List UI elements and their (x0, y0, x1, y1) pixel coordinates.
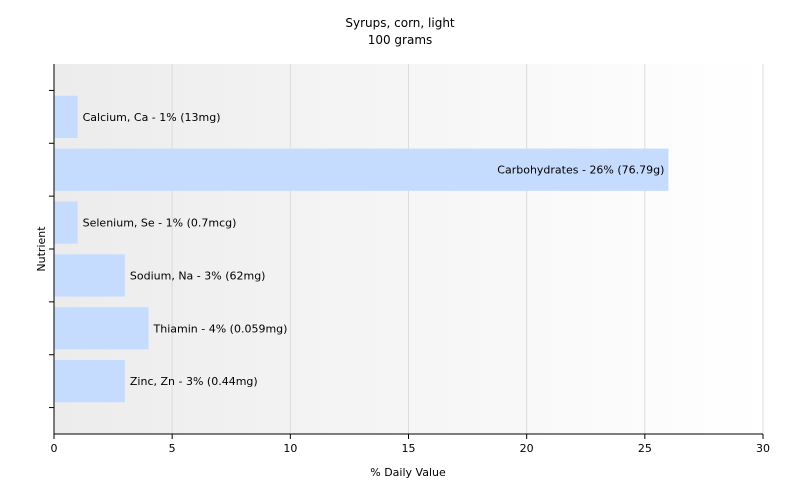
x-tick-label: 20 (520, 442, 534, 455)
chart-title: Syrups, corn, light (345, 16, 455, 30)
bar (54, 254, 125, 297)
bar-label: Zinc, Zn - 3% (0.44mg) (130, 375, 258, 388)
bar (54, 307, 149, 350)
bar-label: Sodium, Na - 3% (62mg) (130, 269, 266, 282)
y-axis-label: Nutrient (35, 226, 48, 272)
bar-label: Calcium, Ca - 1% (13mg) (83, 111, 221, 124)
bars: Calcium, Ca - 1% (13mg) Carbohydrates - 2… (54, 95, 669, 403)
x-tick-label: 0 (51, 442, 58, 455)
bar (54, 148, 669, 191)
x-tick-label: 10 (283, 442, 297, 455)
grid-lines (171, 64, 764, 434)
x-tick-label: 15 (402, 442, 416, 455)
bar (54, 360, 125, 403)
chart-subtitle: 100 grams (367, 33, 433, 47)
bar-label: Thiamin - 4% (0.059mg) (153, 322, 288, 335)
bar (54, 201, 78, 244)
x-tick-label: 30 (756, 442, 770, 455)
bar-label: Carbohydrates - 26% (76.79g) (497, 164, 664, 177)
x-tick-label: 25 (638, 442, 652, 455)
axes: 0 5 10 15 20 25 30 (49, 64, 770, 455)
bar (54, 95, 78, 138)
bar-label: Selenium, Se - 1% (0.7mcg) (83, 217, 237, 230)
x-tick-label: 5 (169, 442, 176, 455)
x-axis-label: % Daily Value (370, 466, 446, 479)
